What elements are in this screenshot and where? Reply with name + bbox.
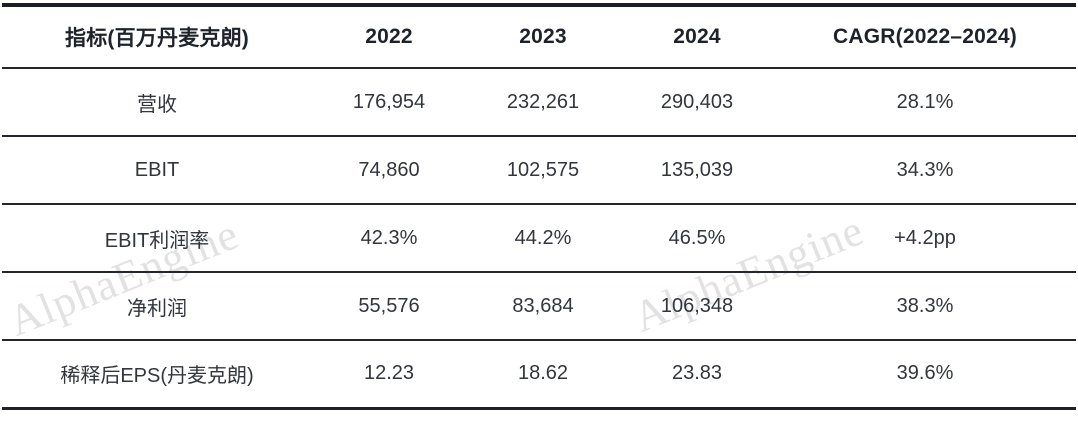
table-row-net-profit: 净利润 55,576 83,684 106,348 38.3% xyxy=(2,272,1076,340)
cell-value: 135,039 xyxy=(660,158,734,181)
cell-value: 232,261 xyxy=(506,90,580,113)
cell-value: 34.3% xyxy=(896,158,954,181)
cell-value: 18.62 xyxy=(517,362,569,385)
cell-value: 44.2% xyxy=(514,226,572,249)
table-row-diluted-eps: 稀释后EPS(丹麦克朗) 12.23 18.62 23.83 39.6% xyxy=(2,340,1076,408)
table-row-ebit: EBIT 74,860 102,575 135,039 34.3% xyxy=(2,136,1076,204)
cell-value: 55,576 xyxy=(358,294,420,317)
header-cell-2022: 2022 xyxy=(365,25,413,48)
cell-value: 28.1% xyxy=(896,90,954,113)
financial-metrics-table: 指标(百万丹麦克朗) 2022 2023 2024 CAGR(2022–2024… xyxy=(2,3,1076,410)
cell-value: 74,860 xyxy=(358,158,420,181)
table-header-row: 指标(百万丹麦克朗) 2022 2023 2024 CAGR(2022–2024… xyxy=(2,5,1076,68)
header-cell-cagr: CAGR(2022–2024) xyxy=(833,25,1017,48)
row-label: EBIT利润率 xyxy=(104,229,210,252)
cell-value: 102,575 xyxy=(506,158,580,181)
cell-value: 12.23 xyxy=(363,362,415,385)
cell-value: 290,403 xyxy=(660,90,734,113)
table-row-ebit-margin: EBIT利润率 42.3% 44.2% 46.5% +4.2pp xyxy=(2,204,1076,272)
header-cell-2024: 2024 xyxy=(673,25,721,48)
cell-value: 83,684 xyxy=(512,294,574,317)
row-label: 净利润 xyxy=(127,297,187,320)
row-label: 稀释后EPS(丹麦克朗) xyxy=(60,365,254,388)
row-label: EBIT xyxy=(134,158,180,181)
cell-value: 176,954 xyxy=(352,90,426,113)
cell-value: 39.6% xyxy=(896,362,954,385)
cell-value: +4.2pp xyxy=(894,226,956,249)
cell-value: 38.3% xyxy=(896,294,954,317)
cell-value: 46.5% xyxy=(668,226,726,249)
table-row-revenue: 营收 176,954 232,261 290,403 28.1% xyxy=(2,68,1076,136)
cell-value: 23.83 xyxy=(671,362,723,385)
cell-value: 106,348 xyxy=(660,294,734,317)
cell-value: 42.3% xyxy=(360,226,418,249)
header-cell-2023: 2023 xyxy=(519,25,567,48)
header-cell-metric: 指标(百万丹麦克朗) xyxy=(65,27,249,50)
row-label: 营收 xyxy=(137,93,177,116)
